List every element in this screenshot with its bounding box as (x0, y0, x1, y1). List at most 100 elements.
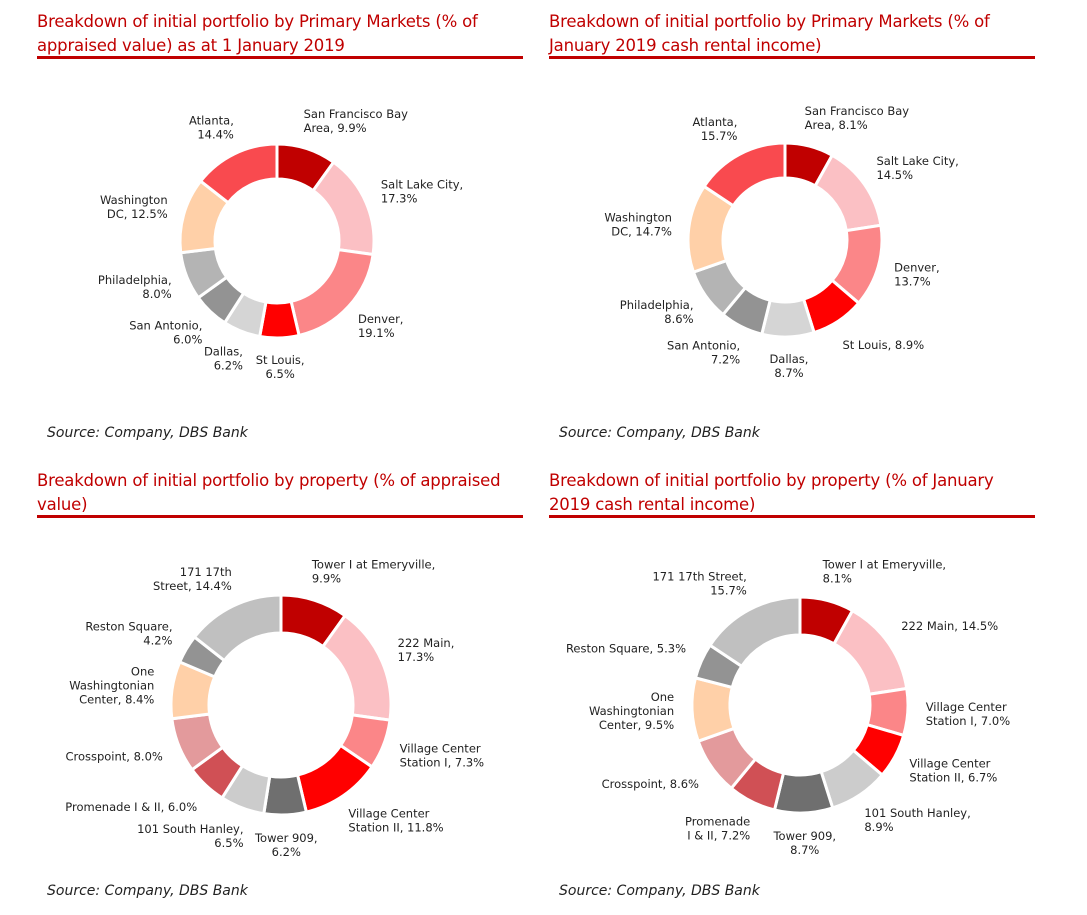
slice-label-line: 14.5% (876, 168, 913, 182)
slice-label-line: 101 South Hanley, (864, 806, 970, 820)
slice-label-line: 6.5% (266, 367, 295, 381)
slice-label-line: Village Center (348, 806, 429, 820)
slice-label-line: 17.3% (398, 650, 435, 664)
donut-slice (192, 593, 283, 663)
slice-label: San Antonio, 7.2% (667, 338, 740, 366)
slice-label-line: 4.2% (143, 634, 172, 648)
chart-source: Source: Company, DBS Bank (559, 883, 760, 899)
donut-chart: Tower I at Emeryville, 9.9% 222 Main, 17.3%… (65, 558, 485, 859)
slice-label: One Washingtonian Center, 8.4% (69, 665, 154, 707)
slice-label: St Louis, 6.5% (256, 353, 305, 381)
slice-label: Tower I at Emeryville, 9.9% (311, 558, 435, 586)
slice-label-line: Washingtonian (589, 704, 674, 718)
title-rule (549, 515, 1035, 518)
slice-label: Village Center Station II, 6.7% (909, 757, 997, 785)
slice-label-line: DC, 14.7% (611, 224, 672, 238)
slice-label-line: 6.0% (173, 333, 202, 347)
slice-label-line: Crosspoint, 8.0% (65, 750, 162, 764)
slice-label-line: Area, 9.9% (304, 121, 367, 135)
donut-slice (813, 153, 883, 233)
slice-label-line: 8.7% (774, 366, 803, 380)
chart-panel-markets-income: Breakdown of initial portfolio by Primar… (549, 10, 1035, 450)
slice-label: 171 17th Street, 14.4% (153, 565, 232, 593)
slice-label: One Washingtonian Center, 9.5% (589, 690, 674, 732)
slice-label-line: 13.7% (894, 275, 931, 289)
title-rule (549, 56, 1035, 59)
slice-label: Atlanta, 14.4% (189, 114, 234, 142)
slice-label-line: St Louis, (256, 353, 305, 367)
slice-label-line: Station I, 7.0% (926, 714, 1011, 728)
donut-chart: San Francisco Bay Area, 9.9% Salt Lake Cit… (98, 107, 463, 381)
slice-label-line: 7.2% (711, 352, 740, 366)
slice-label: Denver, 13.7% (894, 261, 939, 289)
slice-label-line: 17.3% (381, 191, 418, 205)
chart-source: Source: Company, DBS Bank (47, 883, 248, 899)
slice-label-line: Crosspoint, 8.6% (602, 777, 699, 791)
slice-label: San Francisco Bay Area, 9.9% (304, 107, 409, 135)
slice-label: Promenade I & II, 7.2% (685, 814, 750, 842)
slice-label-line: Village Center (926, 700, 1007, 714)
slice-label-line: 14.4% (197, 128, 234, 142)
slice-label-line: Reston Square, (85, 620, 172, 634)
slice-label-line: 8.6% (664, 312, 693, 326)
slice-label: 101 South Hanley, 8.9% (864, 806, 970, 834)
slice-label-line: 8.1% (823, 571, 852, 585)
slice-label-line: Reston Square, 5.3% (566, 642, 686, 656)
chart-title: Breakdown of initial portfolio by Primar… (549, 12, 990, 55)
slice-label-line: Dallas, (204, 344, 243, 358)
slice-label-line: Washington (100, 193, 168, 207)
slice-label-line: Area, 8.1% (805, 118, 868, 132)
title-rule (37, 515, 523, 518)
slice-label-line: Dallas, (769, 352, 808, 366)
slice-label-line: DC, 12.5% (107, 207, 168, 221)
slice-label: 222 Main, 14.5% (901, 619, 998, 633)
slice-label-line: Street, 14.4% (153, 579, 232, 593)
slice-label: Washington DC, 12.5% (100, 193, 168, 221)
donut-slice (198, 142, 279, 205)
slice-label-line: San Antonio, (129, 319, 202, 333)
slice-label: Washington DC, 14.7% (604, 210, 672, 238)
chart-title: Breakdown of initial portfolio by proper… (37, 471, 501, 514)
slice-label-line: 15.7% (710, 583, 747, 597)
slice-label-line: 8.0% (142, 287, 171, 301)
slice-label-line: 101 South Hanley, (137, 822, 243, 836)
slice-label-line: Promenade I & II, 6.0% (65, 800, 197, 814)
slice-label: Dallas, 6.2% (204, 344, 243, 372)
slice-label-line: Salt Lake City, (876, 154, 958, 168)
donut-slice (707, 595, 802, 669)
slice-label: St Louis, 8.9% (842, 338, 924, 352)
slice-label-line: 15.7% (701, 129, 738, 143)
chart-title: Breakdown of initial portfolio by proper… (549, 471, 994, 514)
slice-label-line: Tower 909, (254, 831, 318, 845)
slice-label: San Francisco Bay Area, 8.1% (805, 104, 910, 132)
slice-label-line: Tower I at Emeryville, (822, 557, 946, 571)
slice-label-line: Philadelphia, (98, 273, 172, 287)
slice-label: Tower I at Emeryville, 8.1% (822, 557, 946, 585)
chart-source: Source: Company, DBS Bank (47, 425, 248, 441)
slice-label-line: Station I, 7.3% (400, 755, 485, 769)
slice-label: 101 South Hanley, 6.5% (137, 822, 243, 850)
slice-label-line: 19.1% (358, 326, 395, 340)
slice-label-line: 222 Main, (398, 636, 455, 650)
slice-label-line: Atlanta, (692, 115, 737, 129)
donut-chart: San Francisco Bay Area, 8.1% Salt Lake Cit… (604, 104, 958, 380)
chart-panel-markets-appraised: Breakdown of initial portfolio by Primar… (37, 10, 523, 450)
donut-chart: Tower I at Emeryville, 8.1% 222 Main, 14.5… (566, 557, 1011, 856)
slice-label-line: San Francisco Bay (805, 104, 910, 118)
slice-label-line: Denver, (358, 312, 403, 326)
slice-label: Atlanta, 15.7% (692, 115, 737, 143)
slice-label: Reston Square, 4.2% (85, 620, 172, 648)
slice-label-line: Washington (604, 210, 672, 224)
slice-label-line: Washingtonian (69, 679, 154, 693)
slice-label: San Antonio, 6.0% (129, 319, 202, 347)
slice-label-line: One (131, 665, 154, 679)
slice-label-line: Atlanta, (189, 114, 234, 128)
slice-label-line: San Francisco Bay (304, 107, 409, 121)
slice-label-line: 6.2% (272, 845, 301, 859)
slice-label: Crosspoint, 8.0% (65, 750, 162, 764)
slice-label: Denver, 19.1% (358, 312, 403, 340)
slice-label-line: 222 Main, 14.5% (901, 619, 998, 633)
slice-label-line: 6.2% (214, 358, 243, 372)
slice-label: Tower 909, 6.2% (254, 831, 318, 859)
slice-label-line: Station II, 11.8% (348, 820, 443, 834)
